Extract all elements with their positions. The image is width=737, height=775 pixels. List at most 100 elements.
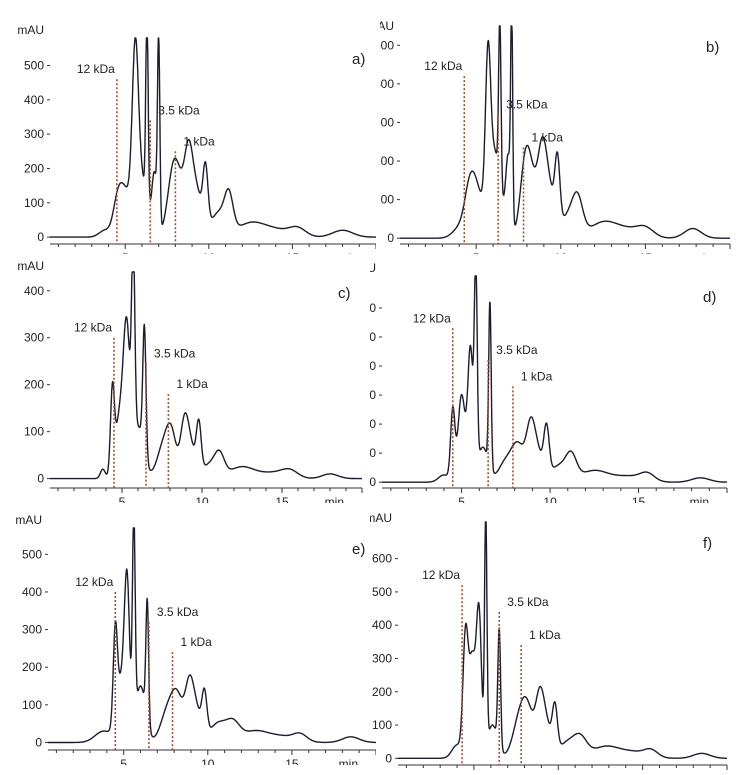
y-tick-label: 400 xyxy=(24,284,44,298)
y-tick-label: 200 xyxy=(380,154,394,168)
mw-marker-label: 1 kDa xyxy=(521,369,553,383)
x-unit-label: min xyxy=(690,495,709,503)
y-tick-label: 500 xyxy=(370,330,376,344)
y-tick-label: 600 xyxy=(372,552,392,566)
chromatogram-panel-e: 5 10 15 min 0 100 200 300 400 500 mAU 12 kDa 3.5 kDa… xyxy=(15,513,376,765)
y-tick-label: 200 xyxy=(24,378,44,392)
y-tick-label: 400 xyxy=(372,618,392,632)
mw-marker-label: 3.5 kDa xyxy=(506,98,548,112)
x-tick-label: 15 xyxy=(286,251,300,254)
mw-marker-label: 12 kDa xyxy=(413,311,451,325)
x-tick-label: 15 xyxy=(285,757,299,765)
y-unit-label: mAU xyxy=(380,19,394,33)
x-tick-label: 15 xyxy=(632,495,646,503)
y-tick-label: 0 xyxy=(35,735,42,749)
y-unit-label: mAU xyxy=(370,261,376,275)
chromatogram-trace xyxy=(49,37,376,238)
mw-marker-label: 1 kDa xyxy=(532,131,564,145)
y-tick-label: 200 xyxy=(372,685,392,699)
y-tick-label: 300 xyxy=(380,115,394,129)
y-tick-label: 500 xyxy=(22,547,42,561)
y-tick-label: 100 xyxy=(24,425,44,439)
mw-marker-label: 3.5 kDa xyxy=(507,595,549,609)
mw-marker-label: 1 kDa xyxy=(529,628,561,642)
y-tick-label: 500 xyxy=(372,585,392,599)
x-unit-label: min xyxy=(339,251,358,254)
x-tick-label: 10 xyxy=(195,495,209,503)
mw-marker-label: 3.5 kDa xyxy=(496,343,538,357)
y-tick-label: 400 xyxy=(22,585,42,599)
x-tick-label: 5 xyxy=(473,251,480,254)
y-tick-label: 100 xyxy=(372,718,392,732)
chromatogram-panel-b: 5 10 15 min 0 100 200 300 400 500 mAU 12 kDa 3.5 kDa… xyxy=(380,19,731,254)
y-tick-label: 400 xyxy=(380,77,394,91)
x-unit-label: min xyxy=(693,251,712,254)
chromatogram-panel-c: 5 10 15 min 0 100 200 300 400 mAU 12 kDa 3.5 kDa 1 k… xyxy=(17,259,363,503)
chromatogram-trace xyxy=(397,521,728,759)
panel-label: b) xyxy=(706,39,719,56)
mw-marker-label: 1 kDa xyxy=(183,134,215,148)
y-tick-label: 300 xyxy=(24,127,44,141)
y-tick-label: 100 xyxy=(24,196,44,210)
y-tick-label: 0 xyxy=(387,231,394,245)
mw-marker-label: 12 kDa xyxy=(77,62,115,76)
x-tick-label: 5 xyxy=(119,495,126,503)
mw-marker-label: 12 kDa xyxy=(75,575,113,589)
panel-label: f) xyxy=(703,535,712,552)
mw-marker-label: 1 kDa xyxy=(176,377,208,391)
y-unit-label: mAU xyxy=(370,511,392,525)
mw-marker-label: 12 kDa xyxy=(424,59,462,73)
y-tick-label: 200 xyxy=(24,161,44,175)
mw-marker-label: 3.5 kDa xyxy=(154,347,196,361)
chromatogram-trace xyxy=(381,275,728,483)
chromatogram-trace xyxy=(47,527,376,744)
y-tick-label: 500 xyxy=(24,58,44,72)
y-tick-label: 300 xyxy=(24,331,44,345)
y-tick-label: 0 xyxy=(385,751,392,765)
y-unit-label: mAU xyxy=(15,513,42,527)
mw-marker-label: 12 kDa xyxy=(74,321,112,335)
mw-marker-label: 1 kDa xyxy=(180,635,212,649)
y-tick-label: 300 xyxy=(372,651,392,665)
y-unit-label: mAU xyxy=(17,259,44,273)
mw-marker-label: 12 kDa xyxy=(422,568,460,582)
y-tick-label: 100 xyxy=(380,193,394,207)
x-tick-label: 5 xyxy=(122,251,129,254)
chromatogram-trace xyxy=(399,25,731,239)
y-tick-label: 200 xyxy=(370,417,376,431)
x-tick-label: 10 xyxy=(201,757,215,765)
x-tick-label: 10 xyxy=(554,251,568,254)
y-tick-label: 0 xyxy=(370,475,376,489)
chromatogram-panel-a: 5 10 15 min 0 100 200 300 400 500 mAU 12 kDa 3.5 kDa… xyxy=(17,23,376,254)
y-tick-label: 300 xyxy=(370,388,376,402)
panel-label: d) xyxy=(703,289,716,306)
chromatogram-trace xyxy=(49,271,363,480)
panel-label: e) xyxy=(352,541,365,558)
y-unit-label: mAU xyxy=(17,23,44,37)
y-tick-label: 400 xyxy=(24,93,44,107)
x-tick-label: 5 xyxy=(120,757,127,765)
y-tick-label: 200 xyxy=(22,660,42,674)
y-tick-label: 100 xyxy=(22,698,42,712)
panel-label: a) xyxy=(352,51,365,68)
x-unit-label: min xyxy=(339,757,358,765)
mw-marker-label: 3.5 kDa xyxy=(158,103,200,117)
x-tick-label: 10 xyxy=(543,495,557,503)
x-tick-label: 5 xyxy=(458,495,465,503)
x-tick-label: 10 xyxy=(202,251,216,254)
y-tick-label: 0 xyxy=(37,472,44,486)
y-tick-label: 600 xyxy=(370,301,376,315)
y-tick-label: 0 xyxy=(37,230,44,244)
y-tick-label: 100 xyxy=(370,446,376,460)
x-unit-label: min xyxy=(325,495,344,503)
panel-label: c) xyxy=(338,285,351,302)
y-tick-label: 400 xyxy=(370,359,376,373)
chromatogram-panel-d: 5 10 15 min 0 100 200 300 400 500 600 mAU 12 kDa 3.5 … xyxy=(370,261,728,503)
chromatogram-panel-f: 51015min0100200300400500600mAU12 kDa3.5 … xyxy=(370,511,728,770)
y-tick-label: 300 xyxy=(22,623,42,637)
x-tick-label: 15 xyxy=(639,251,653,254)
mw-marker-label: 3.5 kDa xyxy=(157,605,199,619)
x-tick-label: 15 xyxy=(275,495,289,503)
y-tick-label: 500 xyxy=(380,38,394,52)
